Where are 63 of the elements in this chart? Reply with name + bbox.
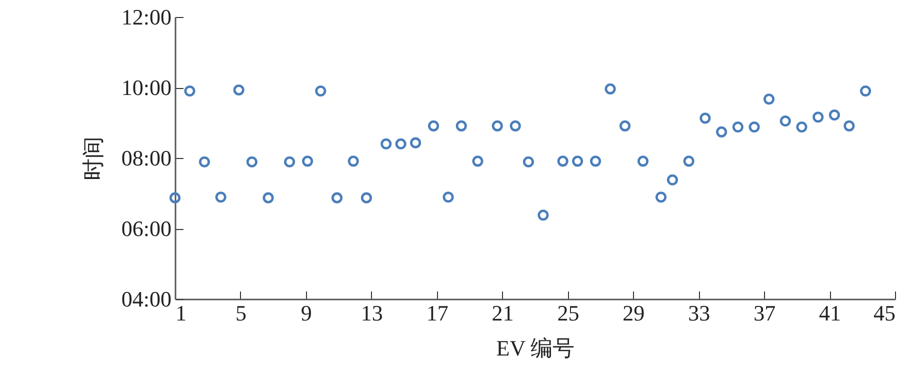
x-tick-label: 33 <box>688 300 710 326</box>
point <box>428 120 440 132</box>
x-tick-label: 45 <box>874 300 896 326</box>
x-tick-label: 29 <box>622 300 645 326</box>
point <box>331 192 343 204</box>
point <box>700 112 711 124</box>
point <box>748 121 760 132</box>
point <box>557 156 568 167</box>
point <box>302 156 314 167</box>
x-tick-label: 21 <box>492 300 514 326</box>
point <box>472 156 484 167</box>
point <box>184 86 196 97</box>
point <box>828 109 840 121</box>
y-tick-label: 08:00 <box>121 146 172 170</box>
point <box>410 137 422 148</box>
point <box>860 86 872 97</box>
y-tick-label: 06:00 <box>121 216 172 241</box>
x-tick-label: 25 <box>557 300 580 326</box>
point <box>716 126 728 138</box>
y-tick-label: 12:00 <box>121 4 172 30</box>
x-tick-label: 13 <box>360 300 383 326</box>
x-tick-label: 9 <box>300 300 312 326</box>
y-axis-title: 时间 <box>80 136 106 180</box>
point <box>315 86 326 97</box>
point <box>360 192 372 204</box>
point <box>262 192 274 204</box>
point <box>637 156 649 167</box>
point <box>395 138 406 150</box>
point <box>215 192 226 203</box>
point <box>456 120 467 132</box>
point <box>510 120 521 132</box>
point <box>844 120 855 132</box>
point <box>666 174 678 186</box>
x-tick-label: 37 <box>754 300 776 326</box>
point <box>348 156 359 167</box>
x-tick-label: 5 <box>235 300 246 326</box>
point <box>763 94 775 105</box>
point <box>812 112 824 123</box>
point <box>492 120 503 132</box>
point <box>796 121 808 132</box>
point <box>380 138 392 150</box>
point <box>538 210 549 221</box>
x-tick-label: 41 <box>819 300 842 326</box>
point <box>198 156 210 168</box>
point <box>233 84 244 96</box>
point <box>284 156 296 168</box>
point <box>619 120 631 132</box>
point <box>246 156 258 168</box>
x-axis-title: EV 编号 <box>496 336 575 360</box>
point <box>780 115 791 127</box>
y-tick-label: 04:00 <box>121 286 172 312</box>
point <box>683 156 694 167</box>
x-tick-label: 1 <box>176 300 186 326</box>
point <box>572 156 584 167</box>
point <box>169 192 181 204</box>
x-tick-label: 17 <box>426 300 448 326</box>
point <box>522 156 534 168</box>
point <box>590 156 602 167</box>
point <box>604 83 616 94</box>
point <box>442 192 454 203</box>
point <box>732 121 744 132</box>
point <box>655 192 667 203</box>
y-tick-label: 10:00 <box>121 75 172 100</box>
